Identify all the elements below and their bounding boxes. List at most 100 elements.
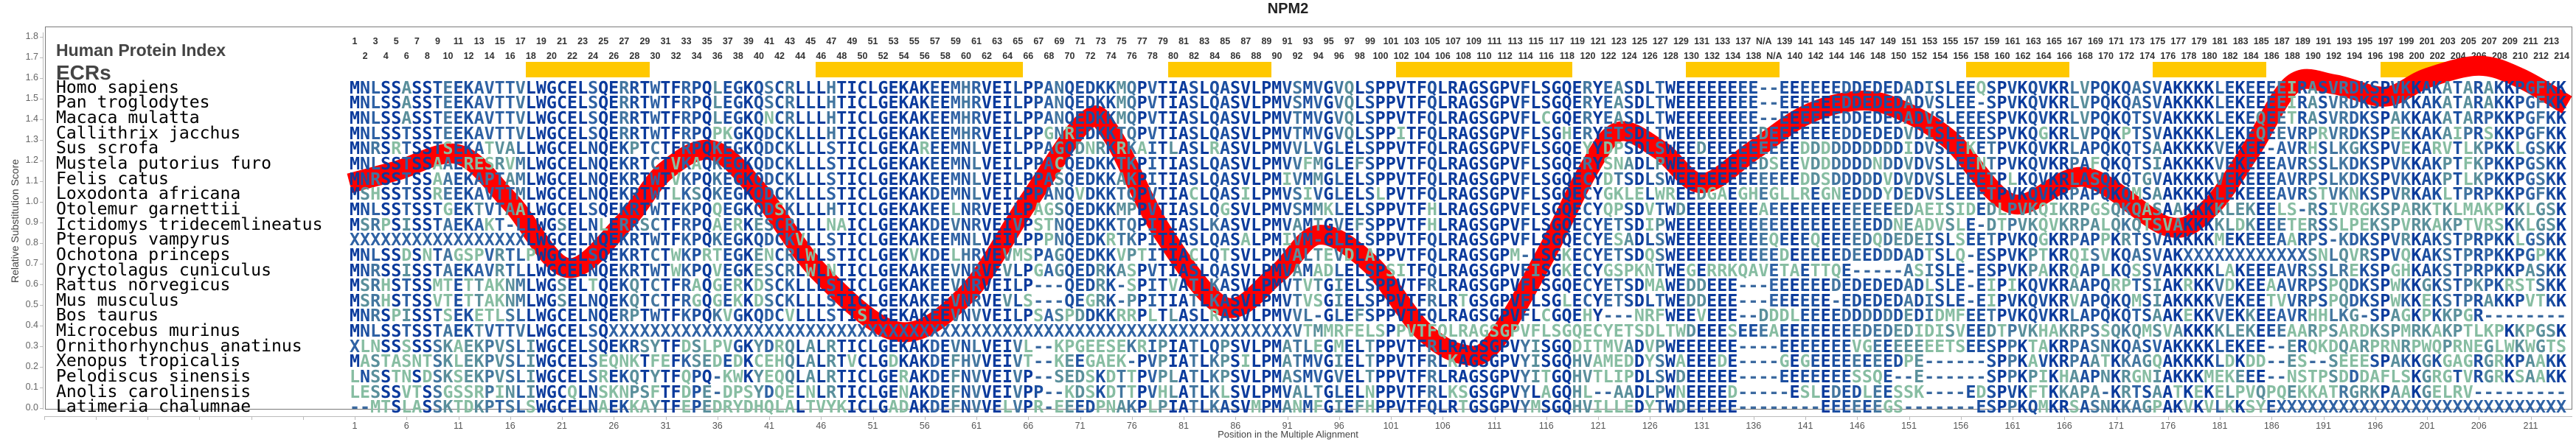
residue: A	[2162, 108, 2173, 128]
residue: A	[1178, 108, 1189, 128]
residue: K	[2193, 108, 2204, 128]
residue: S	[391, 92, 402, 113]
residue: M	[350, 92, 361, 113]
residue: L	[1945, 122, 1956, 144]
x-tick-mark	[1080, 416, 1081, 420]
residue: E	[1955, 92, 1966, 113]
residue: V	[484, 92, 495, 113]
residue: E	[1717, 77, 1728, 98]
species-name: Rattus norvegicus	[56, 276, 231, 295]
residue: E	[940, 77, 951, 98]
residue: G	[1551, 122, 1562, 144]
residue: S	[2370, 108, 2381, 128]
residue: R	[1582, 122, 1593, 144]
x-tick-label: 71	[1075, 421, 1086, 431]
residue: Q	[598, 92, 609, 113]
residue: C	[857, 122, 868, 144]
residue: A	[2421, 92, 2432, 113]
index-label: 190	[2305, 51, 2321, 61]
residue: P	[2089, 77, 2100, 98]
residue: K	[2555, 108, 2567, 128]
residue: V	[1313, 77, 1324, 98]
index-label: 9	[434, 36, 440, 46]
index-label: 103	[1403, 36, 1420, 46]
x-tick-mark	[2220, 416, 2221, 420]
residue: T	[1654, 108, 1665, 128]
index-label: 65	[1013, 36, 1024, 46]
x-tick-mark	[2530, 416, 2532, 420]
residue: K	[722, 122, 733, 144]
residue: L	[1530, 108, 1541, 128]
residue: M	[1271, 108, 1282, 128]
residue: D	[1634, 122, 1645, 144]
residue: P	[1996, 122, 2007, 144]
index-label: 28	[629, 51, 640, 61]
residue: R	[971, 77, 982, 98]
residue: R	[619, 108, 630, 128]
residue: T	[1292, 122, 1303, 144]
residue: L	[1354, 108, 1365, 128]
index-label: 131	[1694, 36, 1709, 46]
residue: E	[1779, 77, 1790, 98]
residue: D	[1914, 108, 1925, 128]
residue: W	[1664, 92, 1676, 113]
residue: K	[2193, 92, 2204, 113]
index-label: 120	[1580, 51, 1596, 61]
residue: L	[805, 108, 816, 128]
y-tick-mark	[40, 202, 44, 203]
residue: K	[2411, 92, 2422, 113]
residue: E	[1572, 77, 1583, 98]
residue: H	[960, 108, 971, 128]
residue: T	[1406, 92, 1417, 113]
residue: P	[1499, 92, 1510, 113]
residue: T	[1406, 122, 1417, 144]
residue: N	[1054, 108, 1065, 128]
residue: T	[1654, 92, 1665, 113]
residue: P	[712, 122, 723, 144]
residue: P	[1033, 92, 1044, 113]
residue: V	[2327, 77, 2339, 98]
residue: L	[1251, 108, 1262, 128]
residue: S	[2317, 108, 2328, 128]
residue: A	[909, 77, 920, 98]
index-label: 64	[1002, 51, 1013, 61]
residue: L	[2214, 108, 2225, 128]
y-tick-label: 1.2	[25, 155, 38, 165]
residue: R	[619, 122, 630, 144]
index-label: 195	[2357, 36, 2373, 46]
index-label: 45	[805, 36, 816, 46]
species-name: Pteropus vampyrus	[56, 230, 231, 250]
residue: P	[1261, 122, 1272, 144]
x-tick-label: 26	[608, 421, 619, 431]
residue: A	[1458, 77, 1469, 98]
residue: E	[1789, 108, 1800, 128]
residue: D	[1758, 122, 1769, 144]
x-tick-label: 126	[1642, 421, 1658, 431]
y-tick-mark	[40, 305, 44, 306]
residue: P	[1499, 77, 1510, 98]
residue: D	[2349, 92, 2360, 113]
ecr-bar	[816, 62, 1024, 77]
x-tick-mark	[2375, 416, 2376, 420]
species-name: Anolis carolinensis	[56, 382, 251, 401]
residue: S	[422, 92, 433, 113]
residue: S	[1934, 77, 1945, 98]
residue: V	[2038, 108, 2049, 128]
index-label: 176	[2160, 51, 2176, 61]
x-tick-label: 31	[660, 421, 671, 431]
residue: L	[1198, 108, 1209, 128]
residue: L	[1530, 92, 1541, 113]
index-label: 47	[826, 36, 837, 46]
index-label: 124	[1621, 51, 1637, 61]
index-label: 53	[888, 36, 899, 46]
residue: K	[2193, 77, 2204, 98]
residue: V	[484, 77, 495, 98]
residue: -	[1976, 92, 1987, 113]
residue: C	[556, 92, 567, 113]
index-label: 167	[2066, 36, 2083, 46]
residue: E	[1727, 122, 1738, 144]
x-tick-label: 151	[1901, 421, 1917, 431]
residue: R	[619, 77, 630, 98]
residue: E	[1799, 108, 1811, 128]
residue: E	[1965, 77, 1976, 98]
